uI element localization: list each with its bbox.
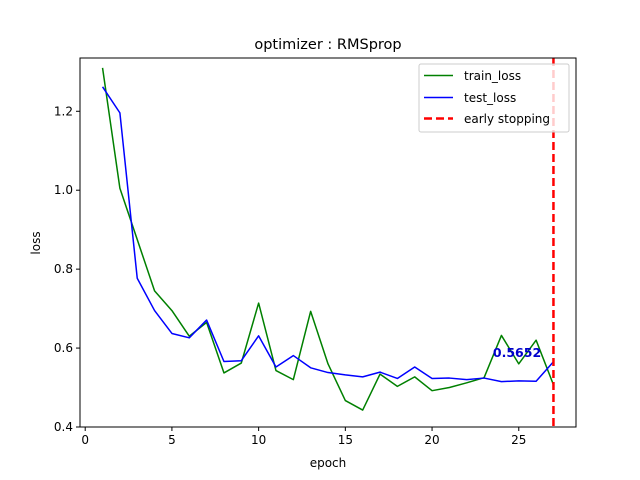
legend-label-early-stopping: early stopping <box>464 112 550 126</box>
x-tick-label: 25 <box>511 433 526 447</box>
series-line-test-loss <box>101 86 555 383</box>
legend: train_loss test_loss early stopping <box>418 63 570 133</box>
chart-title: optimizer : RMSprop <box>254 37 401 53</box>
y-tick-label: 0.6 <box>54 341 73 355</box>
y-tick-label: 0.8 <box>54 262 73 276</box>
x-tick-label: 10 <box>251 433 266 447</box>
legend-label-train-loss: train_loss <box>464 69 521 83</box>
legend-box <box>418 63 570 133</box>
legend-label-test-loss: test_loss <box>464 91 516 105</box>
y-tick-label: 1.2 <box>54 104 73 118</box>
y-tick-label: 1.0 <box>54 183 73 197</box>
y-tick-label: 0.4 <box>54 420 73 434</box>
x-tick-label: 5 <box>168 433 176 447</box>
x-axis-label: epoch <box>310 456 347 470</box>
axes-frame <box>79 57 577 428</box>
x-tick-label: 15 <box>338 433 353 447</box>
x-axis: 0 5 10 15 20 25 <box>81 427 526 447</box>
y-axis-label: loss <box>29 231 43 254</box>
x-tick-label: 20 <box>424 433 439 447</box>
final-value-annotation: 0.5652 <box>493 345 541 360</box>
y-axis: 0.4 0.6 0.8 1.0 1.2 <box>54 104 80 434</box>
x-tick-label: 0 <box>81 433 89 447</box>
series-line-train-loss <box>101 67 555 411</box>
